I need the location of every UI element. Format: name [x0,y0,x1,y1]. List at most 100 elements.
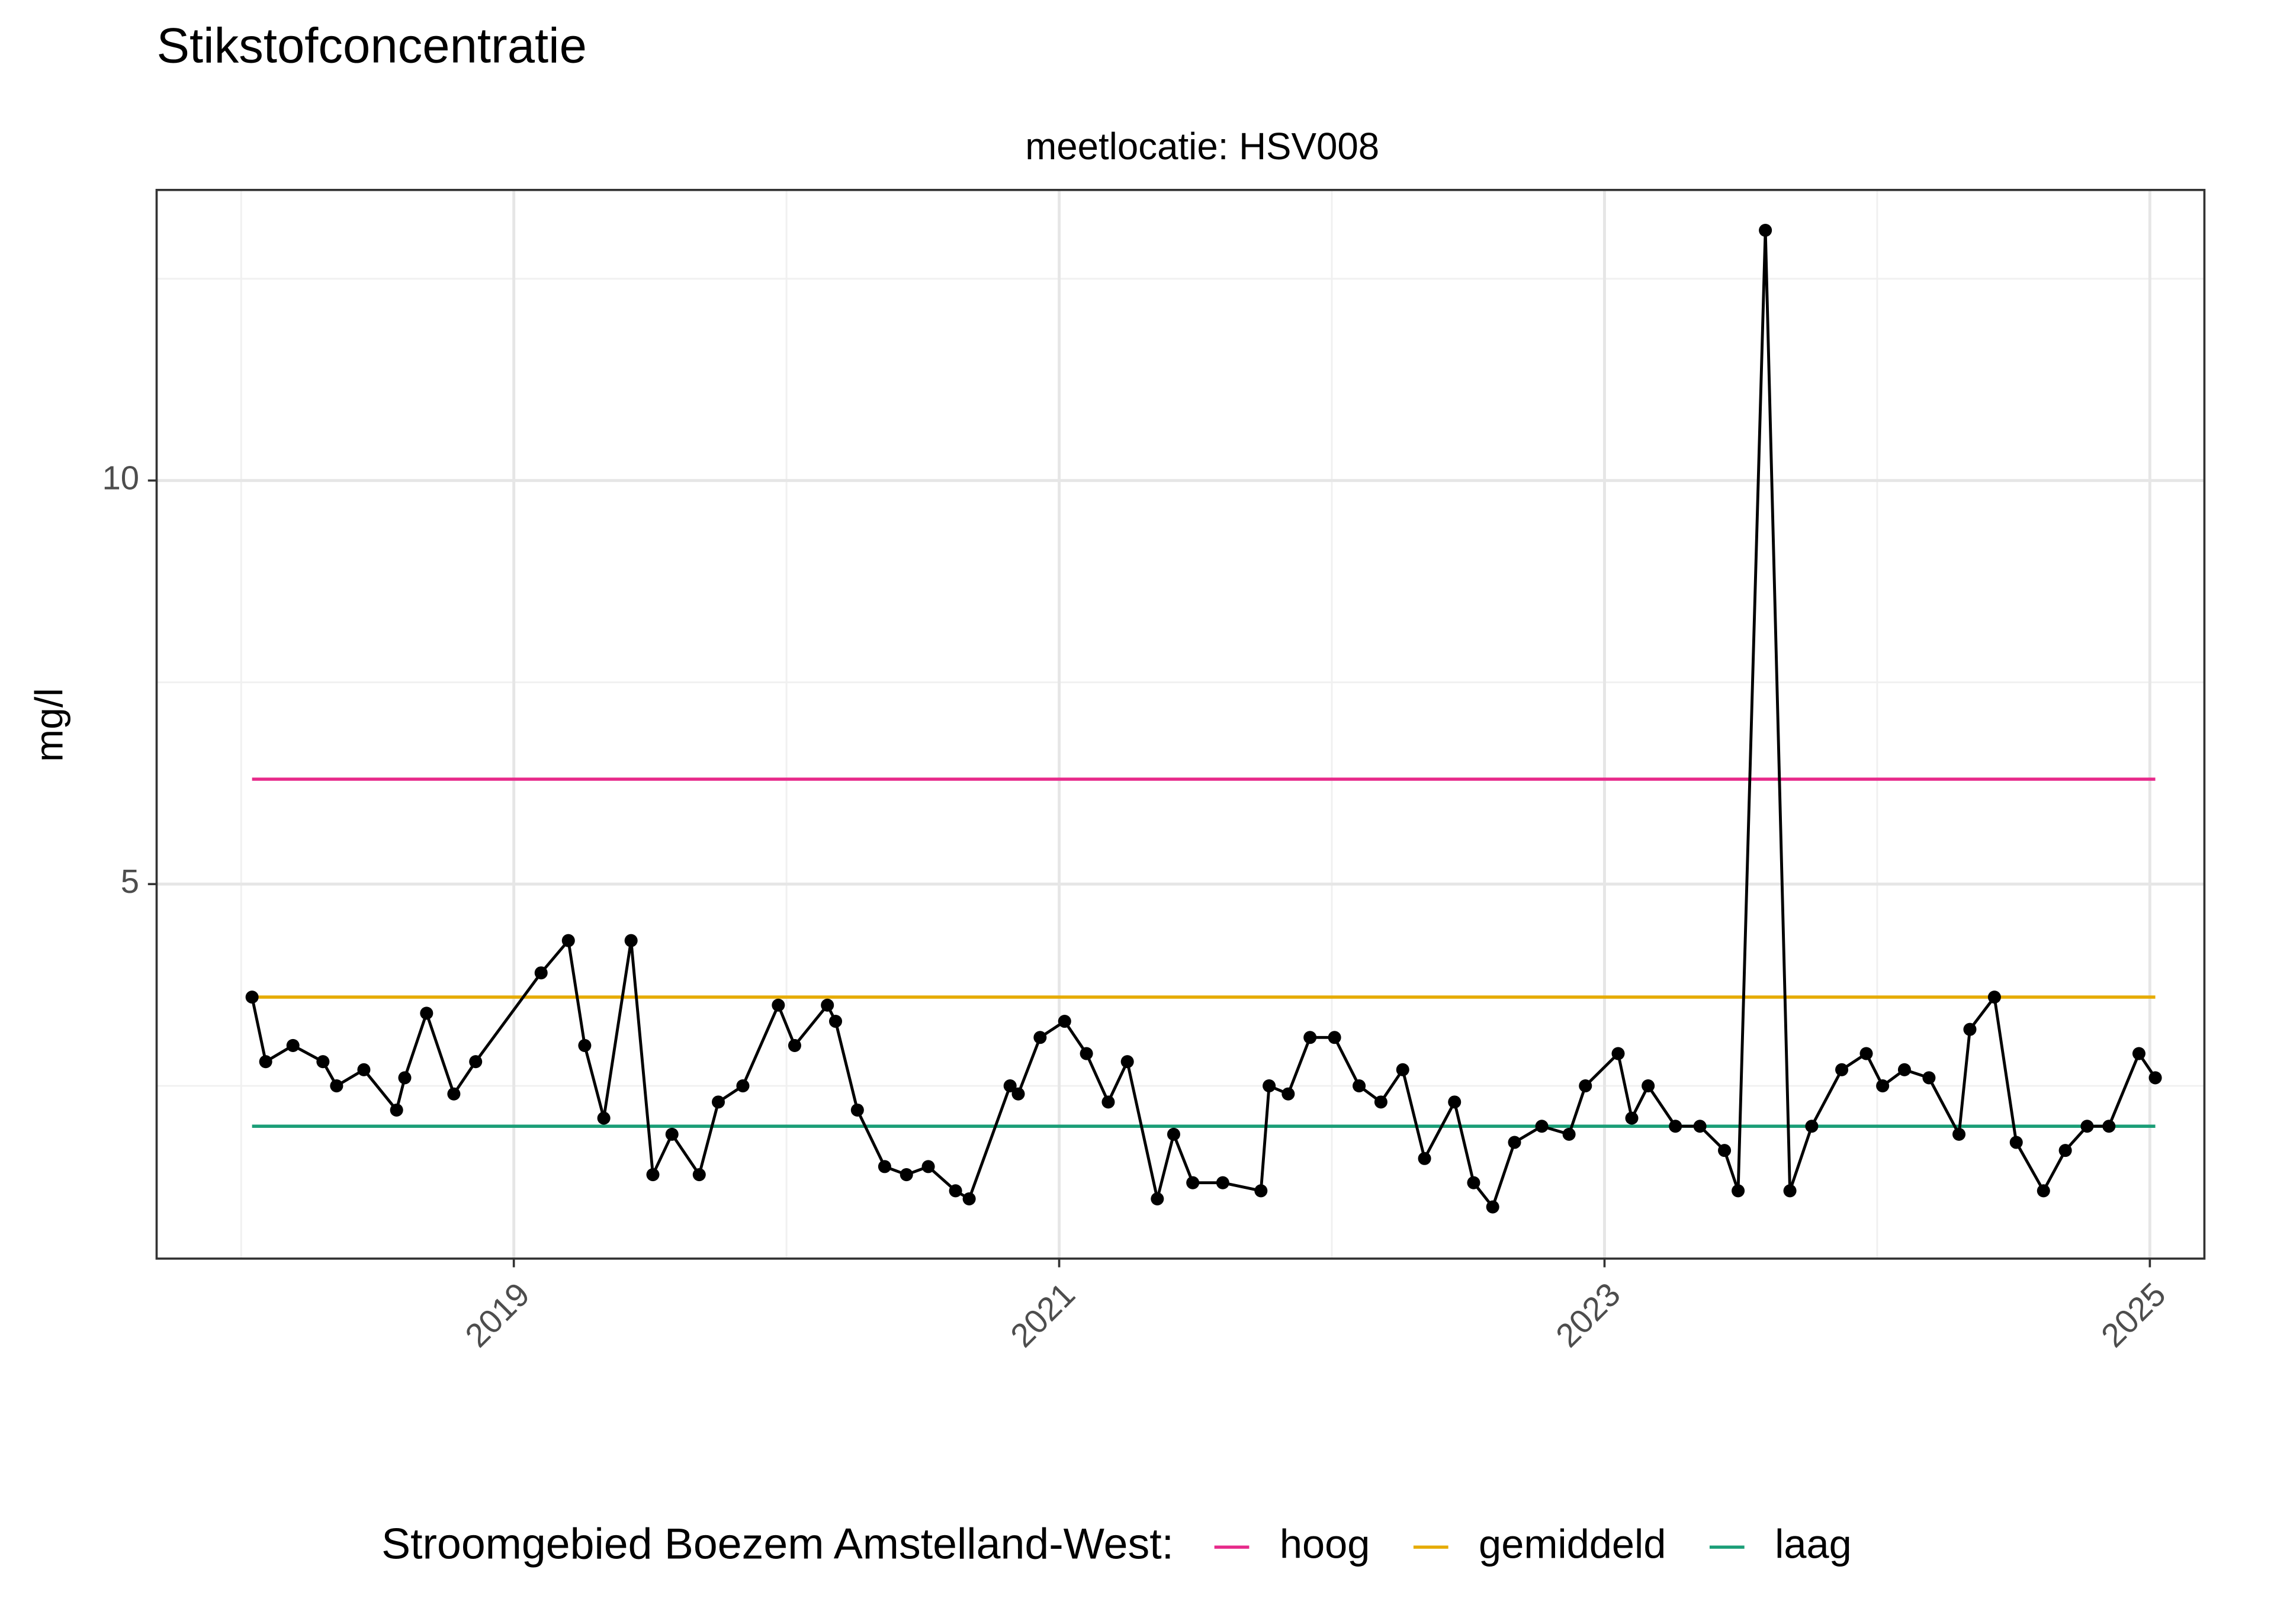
data-point [1922,1071,1936,1085]
data-point [534,966,548,980]
legend-label: gemiddeld [1479,1521,1666,1567]
data-point [1396,1063,1409,1076]
data-point [1003,1079,1017,1093]
data-point [1987,991,2001,1004]
data-point [259,1055,272,1069]
data-point [1625,1111,1639,1125]
data-point [1281,1087,1295,1101]
data-point [692,1168,706,1182]
data-point [2037,1184,2050,1198]
data-point [821,998,834,1012]
data-point [1718,1144,1732,1157]
data-point [772,998,785,1012]
data-point [736,1079,750,1093]
data-point [788,1038,801,1052]
data-point [1562,1127,1576,1141]
data-point [1033,1031,1047,1044]
data-point [447,1087,461,1101]
data-point [1508,1136,1521,1149]
data-point [286,1038,300,1052]
data-point [1186,1176,1200,1189]
data-point [665,1127,679,1141]
data-point [420,1006,433,1020]
data-point [828,1014,843,1028]
legend-label: laag [1775,1521,1852,1567]
data-point [1535,1120,1549,1133]
data-point [1101,1095,1115,1109]
data-point [2009,1136,2023,1149]
data-point [1876,1079,1890,1093]
data-point [1783,1184,1797,1198]
data-point [1486,1200,1499,1214]
data-point [624,934,638,947]
y-tick-label: 10 [102,459,139,496]
data-point [1418,1152,1431,1165]
data-point [1374,1095,1387,1109]
data-point [398,1071,412,1085]
x-tick-label: 2023 [1549,1275,1627,1354]
data-point [1058,1014,1071,1028]
data-point [245,991,259,1004]
data-point [1328,1031,1341,1044]
data-point [921,1160,935,1173]
data-point [357,1063,371,1076]
data-point [1669,1120,1682,1133]
data-point [1759,223,1772,237]
data-point [469,1055,483,1069]
x-tick-label: 2019 [458,1275,537,1354]
legend-label: hoog [1280,1521,1370,1567]
data-point [1216,1176,1229,1189]
data-point [561,934,575,947]
data-point [2148,1071,2162,1085]
y-axis-label: mg/l [28,688,72,762]
data-point [1963,1022,1977,1036]
data-point [1353,1079,1366,1093]
data-point [2132,1047,2145,1060]
y-tick-label: 5 [121,863,139,900]
data-point [878,1160,891,1173]
data-point [1642,1079,1655,1093]
data-point [1897,1063,1911,1076]
facet-label: meetlocatie: HSV008 [1025,126,1379,168]
data-point [390,1103,403,1117]
data-point [900,1168,913,1182]
data-point [1467,1176,1480,1189]
chart-title: Stikstofconcentratie [156,18,586,73]
data-point [1167,1127,1180,1141]
data-point [1859,1047,1873,1060]
data-point [1080,1047,1093,1060]
plot-background [156,189,2205,1259]
data-point [1693,1120,1707,1133]
data-point [316,1055,330,1069]
data-point [597,1111,611,1125]
data-point [1579,1079,1592,1093]
data-point [1732,1184,1745,1198]
data-point [2102,1120,2116,1133]
x-tick-label: 2021 [1003,1275,1082,1354]
data-point [850,1103,864,1117]
data-point [1303,1031,1317,1044]
data-point [1151,1192,1164,1205]
plot-border [155,188,2206,1260]
data-point [578,1038,592,1052]
data-point [949,1184,962,1198]
data-point [962,1192,976,1205]
data-point [711,1095,725,1109]
data-point [1120,1055,1134,1069]
data-point [1011,1087,1025,1101]
x-tick-label: 2025 [2094,1275,2173,1354]
data-point [1805,1120,1819,1133]
legend-title: Stroomgebied Boezem Amstelland-West: [381,1519,1174,1568]
data-point [1611,1047,1625,1060]
data-point [1952,1127,1966,1141]
data-point [646,1168,660,1182]
data-point [2058,1144,2072,1157]
data-point [1263,1079,1276,1093]
data-point [2080,1120,2094,1133]
data-point [330,1079,343,1093]
data-point [1254,1184,1268,1198]
data-point [1448,1095,1462,1109]
data-point [1835,1063,1849,1076]
